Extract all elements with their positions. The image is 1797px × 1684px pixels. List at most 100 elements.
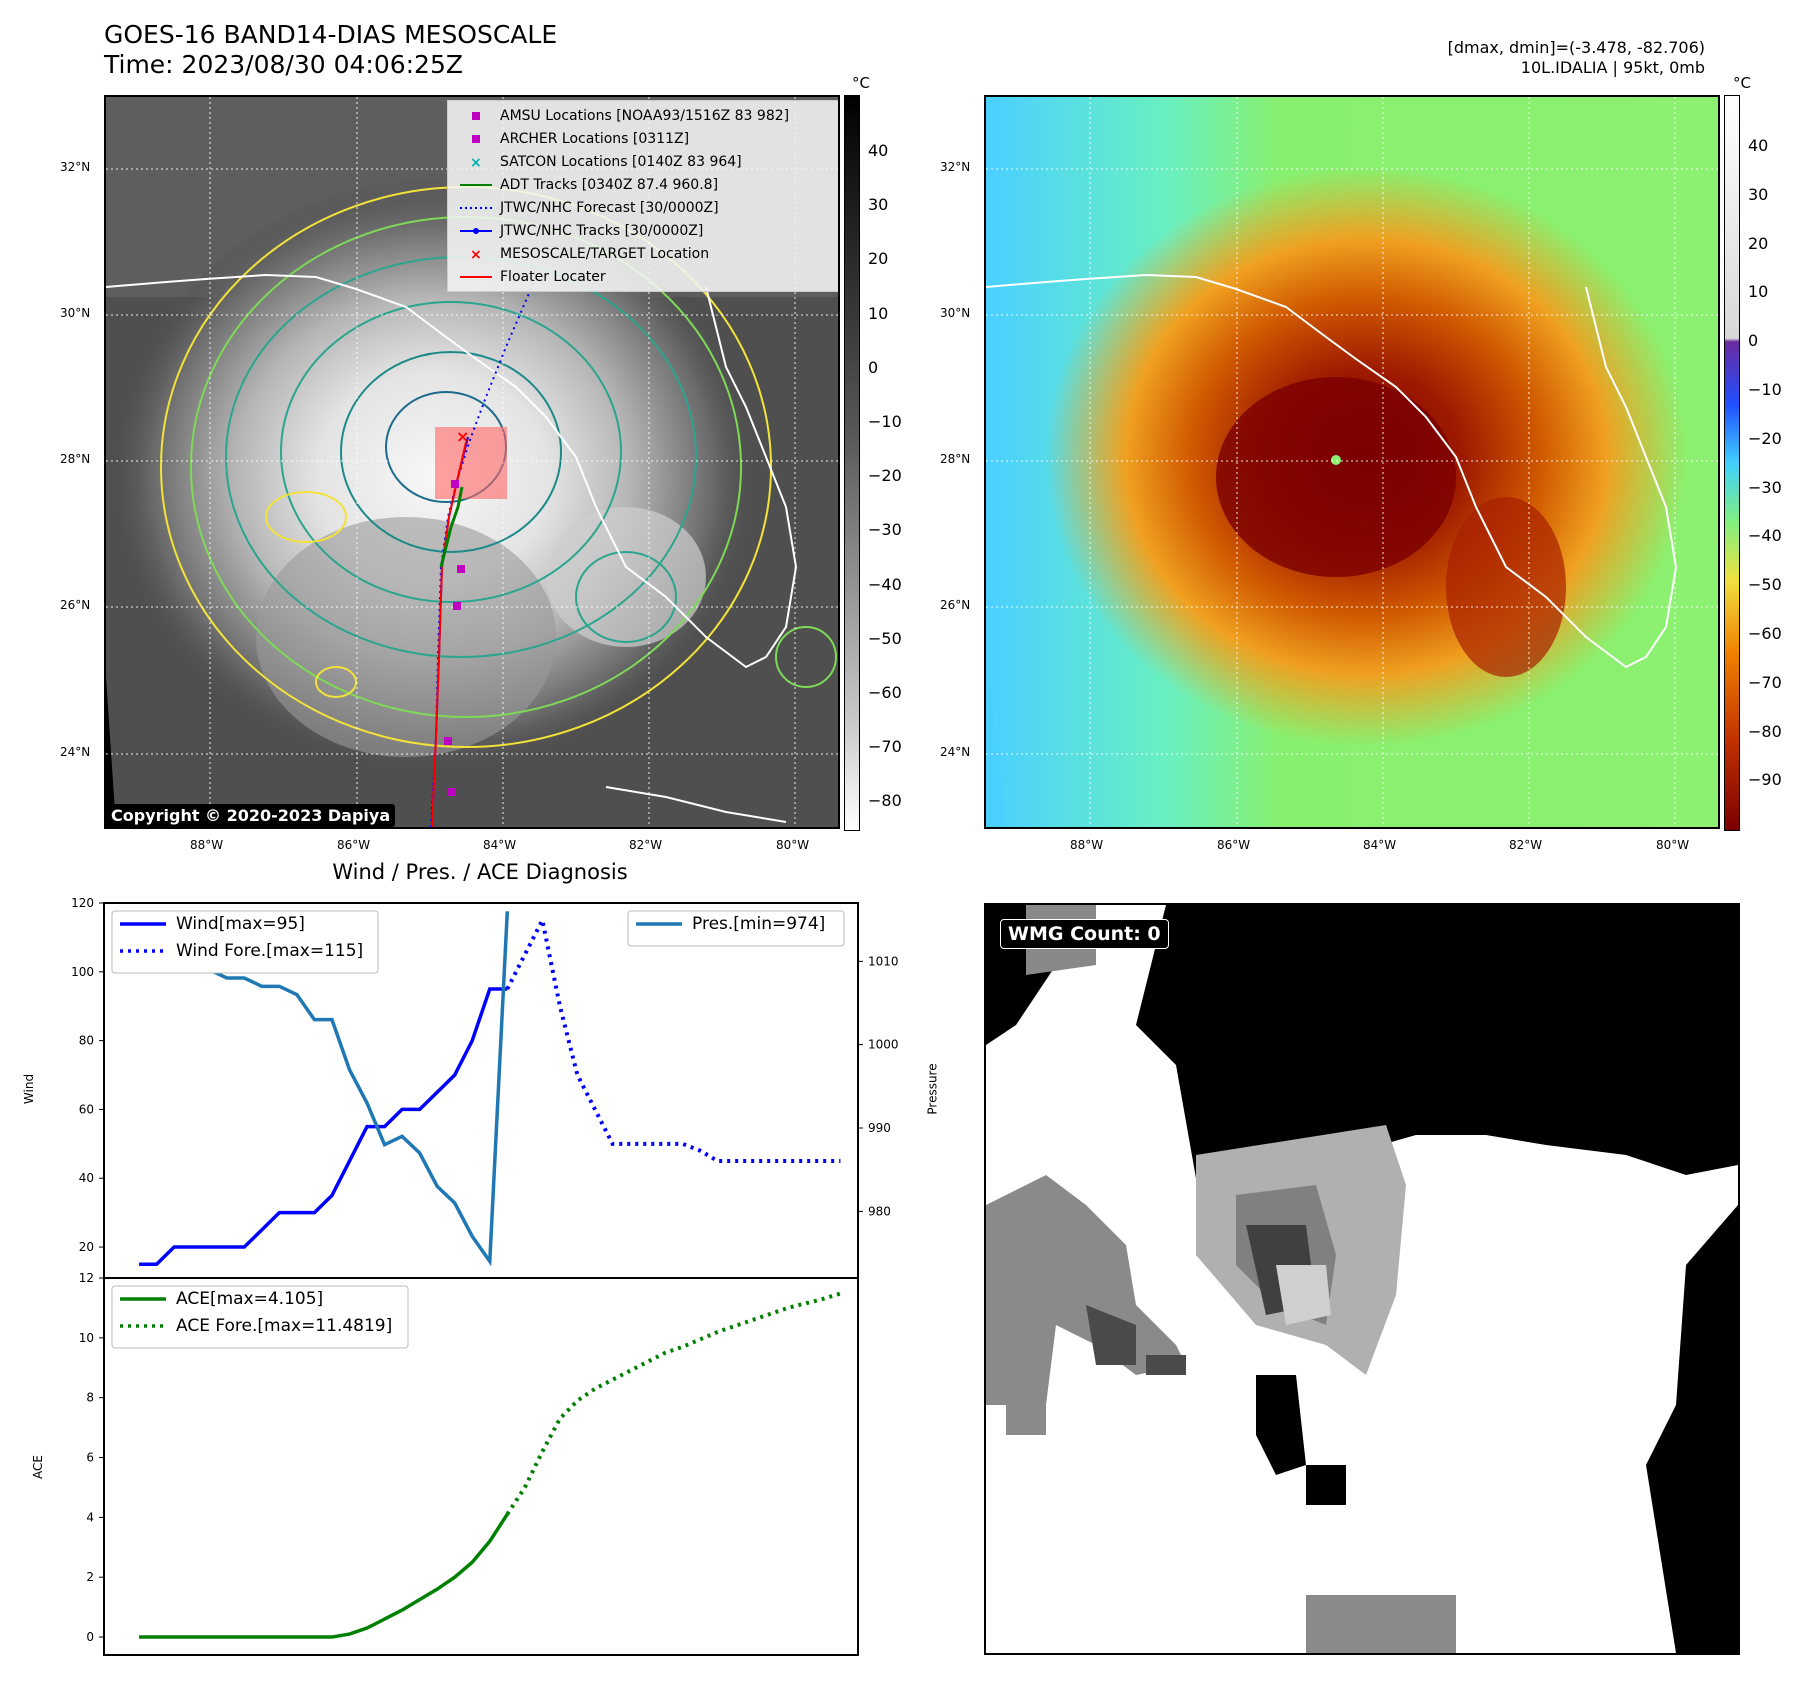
colorbar-tick-label: −50 [868,628,902,648]
colorbar-tick-label: −90 [1748,770,1782,790]
lat-label: 32°N [940,160,971,174]
legend-label: AMSU Locations [NOAA93/1516Z 83 982] [500,107,790,124]
legend-key-icon [452,104,500,127]
info-line-1: [dmax, dmin]=(-3.478, -82.706) [1447,38,1705,57]
ir-grayscale-map: × AMSU Locations [NOAA93/1516Z 83 982] AR… [104,95,840,829]
legend-entry-label: Pres.[min=974] [692,914,825,934]
wind-axis-label: Wind [22,1073,37,1105]
colorbar-tick-label: −20 [868,466,902,486]
legend-entry-label: Wind Fore.[max=115] [176,941,363,961]
legend-entry-label: Wind[max=95] [176,914,305,934]
map-legend: AMSU Locations [NOAA93/1516Z 83 982] ARCH… [447,100,838,292]
left-colorbar [844,95,860,831]
colorbar-tick-label: 20 [1748,233,1769,253]
lon-label: 88°W [1070,838,1104,852]
lat-label: 30°N [60,306,91,320]
legend-key-icon [452,196,500,219]
info-line-2: 10L.IDALIA | 95kt, 0mb [1520,58,1705,77]
wmg-panel: WMG Count: 0 [984,903,1740,1655]
colorbar-tick-label: 0 [868,357,879,377]
legend-key-icon: × [452,150,500,173]
legend-entry: JTWC/NHC Tracks [30/0000Z] [452,219,836,242]
legend-label: JTWC/NHC Tracks [30/0000Z] [500,222,704,239]
y-tick-label: 40 [79,1171,94,1185]
series-line [505,1291,842,1516]
colorbar-tick-label: 40 [868,141,889,160]
colorbar-tick-label: −20 [1748,428,1782,448]
legend-label: MESOSCALE/TARGET Location [500,245,710,262]
lat-label: 24°N [940,745,971,759]
colorbar-tick-label: −70 [868,737,902,757]
left-colorbar-unit: °C [852,74,870,92]
legend-entry: ADT Tracks [0340Z 87.4 960.8] [452,173,836,196]
legend-key-icon [452,127,500,150]
y-tick-label: 60 [79,1102,94,1116]
figure-title: GOES-16 BAND14-DIAS MESOSCALE Time: 2023… [104,20,557,80]
diagnosis-title: Wind / Pres. / ACE Diagnosis [332,860,628,884]
ir-enhanced-image [986,97,1718,827]
series-line [139,987,508,1266]
legend-entry-label: ACE Fore.[max=11.4819] [176,1316,392,1336]
legend-label: ARCHER Locations [0311Z] [500,130,690,147]
title-line-1: GOES-16 BAND14-DIAS MESOSCALE [104,20,558,49]
legend-label: SATCON Locations [0140Z 83 964] [500,153,742,170]
lon-label: 84°W [483,838,517,852]
y-tick-label: 20 [79,1240,94,1254]
colorbar-tick-label: −10 [1748,380,1782,399]
ir-enhanced-map [984,95,1720,829]
wmg-count-badge: WMG Count: 0 [1000,919,1169,949]
legend-label: ADT Tracks [0340Z 87.4 960.8] [500,176,719,193]
series-line [139,1513,509,1639]
y-tick-label: 2 [86,1570,94,1584]
y-tick-label: 4 [86,1510,94,1524]
y-tick-label: 8 [86,1391,94,1405]
y-right-tick-label: 980 [868,1204,891,1218]
lon-label: 82°W [629,838,663,852]
legend-entry: ARCHER Locations [0311Z] [452,127,836,150]
y-tick-label: 0 [86,1630,94,1644]
lon-label: 84°W [1363,838,1397,852]
colorbar-tick-label: −50 [1748,575,1782,595]
colorbar-tick-label: 30 [868,195,889,215]
diagnosis-chart: 20 40 60 80 100 120 980 990 1000 1010 0 2 4 6 8 10 12 Win… [71,896,899,1656]
y-right-tick-label: 1010 [868,954,899,968]
y-tick-label: 80 [79,1034,94,1048]
wmg-image [986,905,1738,1653]
legend-key-icon: × [452,242,500,265]
legend-entry-label: ACE[max=4.105] [176,1289,323,1309]
colorbar-tick-label: −80 [1748,721,1782,741]
legend-label: Floater Locater [500,268,606,285]
legend-key-icon [452,265,500,288]
lat-label: 28°N [940,452,971,466]
right-colorbar-unit: °C [1733,74,1751,92]
lat-label: 24°N [60,745,91,759]
lat-label: 32°N [60,160,91,174]
y-tick-label: 6 [86,1451,94,1465]
lon-label: 86°W [337,838,371,852]
colorbar-tick-label: −80 [868,791,902,811]
y-tick-label: 120 [71,896,94,910]
colorbar-tick-label: −70 [1748,672,1782,692]
ace-axis-label: ACE [30,1455,45,1479]
y-right-tick-label: 1000 [868,1038,899,1052]
svg-text:×: × [470,155,482,171]
target-box [435,427,507,499]
legend-entry: × MESOSCALE/TARGET Location [452,242,836,265]
colorbar-tick-label: −30 [868,520,902,540]
chart-legend-box [111,1285,409,1349]
legend-entry: × SATCON Locations [0140Z 83 964] [452,150,836,173]
legend-label: JTWC/NHC Forecast [30/0000Z] [500,199,719,216]
chart-legend-box [627,910,845,947]
lon-label: 86°W [1217,838,1251,852]
title-line-2: Time: 2023/08/30 04:06:25Z [104,50,463,79]
copyright-badge: Copyright © 2020-2023 Dapiya [106,804,396,827]
y-right-tick-label: 990 [868,1121,891,1135]
pressure-axis-label: Pressure [925,1063,940,1115]
svg-text:×: × [456,427,469,446]
legend-key-icon [452,219,500,242]
series-line [505,914,841,1164]
storm-info: [dmax, dmin]=(-3.478, -82.706) 10L.IDALI… [1448,38,1705,78]
right-colorbar [1724,95,1740,831]
legend-key-icon [452,173,500,196]
colorbar-tick-label: 20 [868,249,889,269]
